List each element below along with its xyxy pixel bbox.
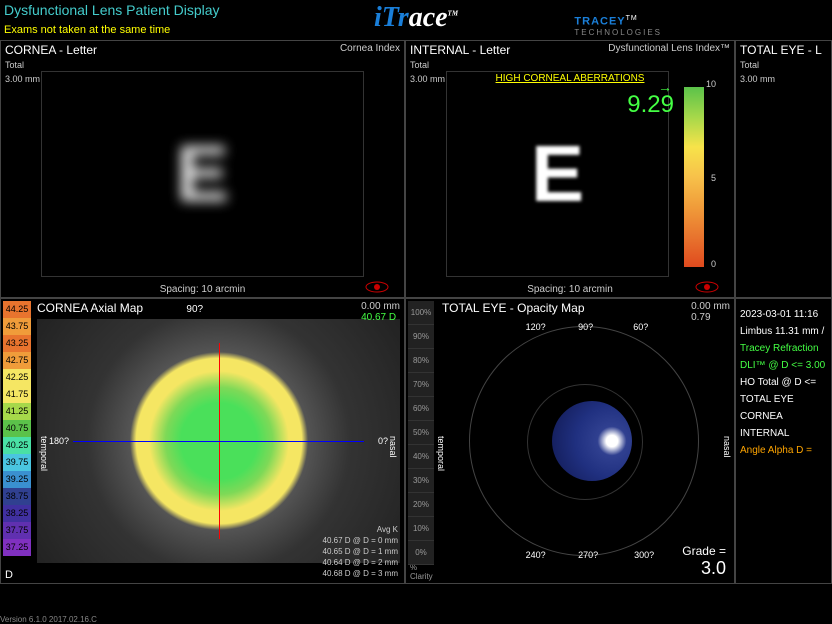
spacing-label: Spacing: 10 arcmin [527,284,613,295]
internal-letter-panel[interactable]: INTERNAL - Letter Total 3.00 mm Dysfunct… [405,40,735,298]
dli-label: Dysfunctional Lens Index™ [608,43,730,54]
letter-display: E [41,71,364,277]
datetime: 2023-03-01 11:16 [740,309,827,320]
refraction-label: Tracey Refraction [740,343,827,354]
d-label: D [5,569,13,581]
opacity-map-panel[interactable]: 100%90%80%70%60%50%40%30%20%10%0% TOTAL … [405,298,735,584]
aberration-warning: HIGH CORNEAL ABERRATIONS [496,73,645,84]
avgk-readout: Avg K40.67 D @ D = 0 mm40.65 D @ D = 1 m… [323,524,398,579]
tracey-logo: TRACEYTM TECHNOLOGIES [574,15,662,37]
cornea-axial-panel[interactable]: 44.2543.7543.2542.7542.2541.7541.2540.75… [0,298,405,584]
panel-title: CORNEA - Letter Total 3.00 mm [5,43,97,85]
opacity-scale: 100%90%80%70%60%50%40%30%20%10%0% [408,301,436,565]
ho-total: HO Total @ D <= [740,377,827,388]
mm-label: 0.00 mm 40.67 D [361,301,400,323]
exam-warning: Exams not taken at the same time [4,24,170,36]
dli-score: 9.29 [627,91,674,119]
version-label: Version 6.1.0 2017.02.16.C [0,615,97,624]
row-cornea: CORNEA [740,411,827,422]
total-eye-letter-panel[interactable]: TOTAL EYE - L Total 3.00 mm [735,40,832,298]
cornea-index-label: Cornea Index [340,43,400,54]
row-internal: INTERNAL [740,428,827,439]
grade-readout: Grade = 3.0 [682,544,726,579]
axial-colorscale: 44.2543.7543.2542.7542.2541.7541.2540.75… [3,301,33,556]
info-panel: 2023-03-01 11:16 Limbus 11.31 mm / Trace… [735,298,832,584]
itrace-logo: iTraceTM [374,2,458,34]
row-total: TOTAL EYE [740,394,827,405]
cornea-letter-panel[interactable]: CORNEA - Letter Total 3.00 mm Cornea Ind… [0,40,405,298]
eye-icon [365,281,389,293]
dli-readout: DLI™ @ D <= 3.00 [740,360,827,371]
limbus: Limbus 11.31 mm / [740,326,827,337]
clarity-label: % Clarity [410,563,433,581]
angle-alpha: Angle Alpha D = [740,445,827,456]
panel-title: TOTAL EYE - L Total 3.00 mm [740,43,822,85]
spacing-label: Spacing: 10 arcmin [160,284,246,295]
mm-label: 0.00 mm 0.79 [691,301,730,323]
dli-colorbar: 1050 [684,87,704,267]
eye-icon [695,281,719,293]
panel-title: TOTAL EYE - Opacity Map [442,301,585,315]
opacity-map-display: ✦ 120? 90? 60? 240? 270? 300? temporal n… [438,324,730,558]
app-title: Dysfunctional Lens Patient Display [4,2,220,18]
panel-title: CORNEA Axial Map 90? [37,301,203,315]
